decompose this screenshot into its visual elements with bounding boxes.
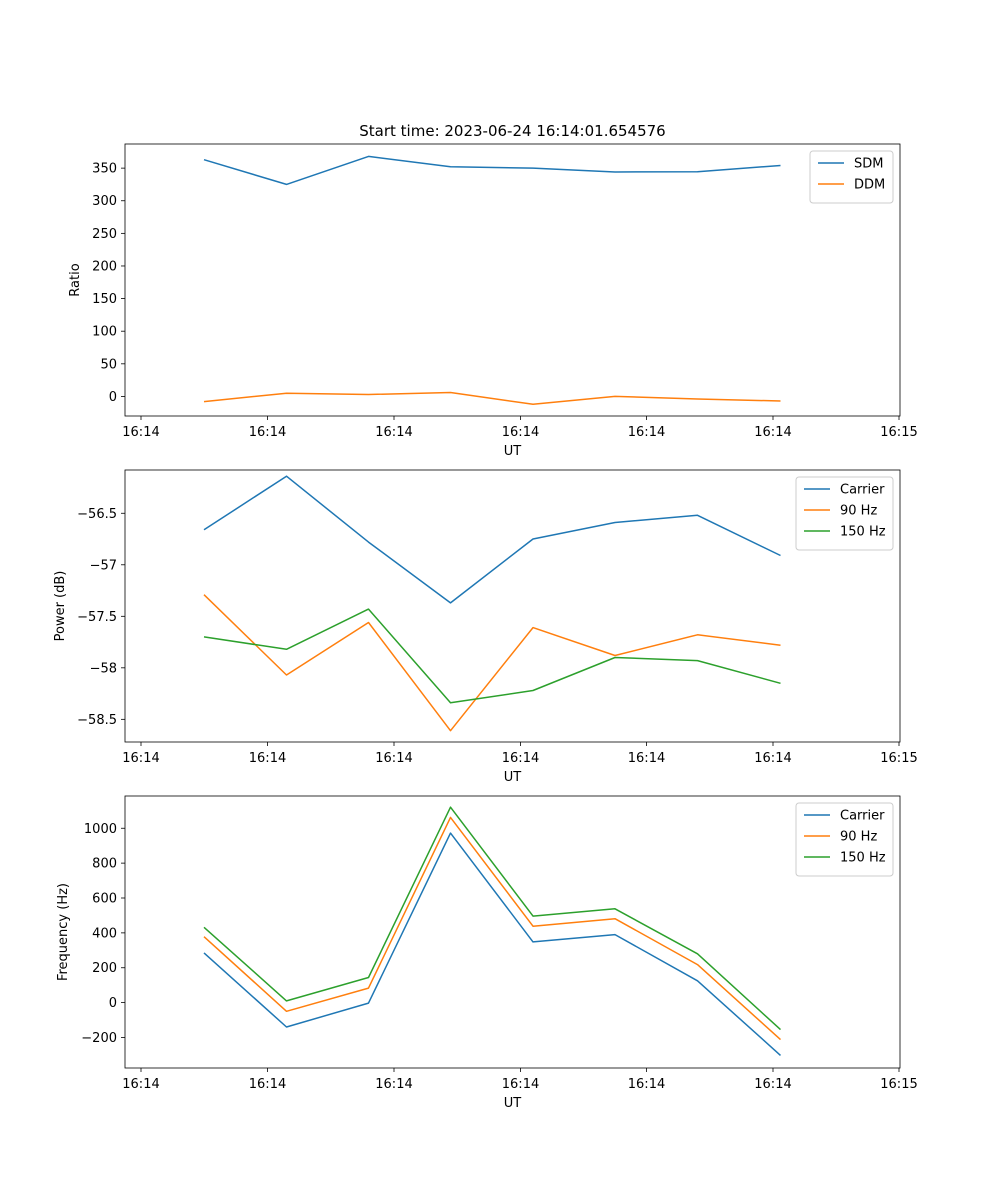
y-tick-label: 600: [92, 892, 117, 907]
series-line-150-hz: [203, 608, 781, 704]
y-tick-label: 800: [92, 857, 117, 872]
chart-panel-3: 16:14 16:14 16:14 16:14 16:14 16:14 16:15 UT −20…: [56, 795, 918, 1111]
y-tick-label: −57: [90, 558, 117, 573]
plot-frame: [124, 795, 901, 1069]
x-tick-label: 16:14: [628, 1077, 665, 1092]
y-tick-label: 1000: [84, 822, 117, 837]
legend-entry: DDM: [854, 178, 885, 193]
legend-entry: 150 Hz: [840, 525, 886, 540]
legend: Carrier 90 Hz 150 Hz: [795, 476, 894, 551]
x-tick-label: 16:14: [375, 425, 412, 440]
y-tick-label: 0: [109, 390, 117, 405]
y-axis-label: Ratio: [68, 263, 83, 296]
chart-panel-1: 16:14 16:14 16:14 16:14 16:14 16:14 16:15 UT 0 50…: [68, 143, 918, 459]
series-line-90-hz: [203, 816, 782, 1041]
legend-entry: Carrier: [840, 809, 885, 824]
y-tick-label: 200: [92, 259, 117, 274]
x-axis-label: UT: [504, 1096, 522, 1111]
legend-entry: 90 Hz: [840, 504, 877, 519]
x-tick-label: 16:14: [249, 425, 286, 440]
x-tick-label: 16:14: [502, 751, 539, 766]
plot-frame: [124, 469, 901, 743]
x-axis-label: UT: [504, 770, 522, 785]
figure-title: Start time: 2023-06-24 16:14:01.654576: [359, 122, 665, 140]
x-axis-label: UT: [504, 444, 522, 459]
y-tick-label: −58.5: [77, 713, 117, 728]
y-tick-label: 350: [92, 162, 117, 177]
legend-entry: 90 Hz: [840, 830, 877, 845]
x-tick-label: 16:14: [122, 751, 159, 766]
legend: SDM DDM: [809, 150, 894, 204]
series-line-ddm: [203, 391, 781, 406]
x-tick-label: 16:15: [880, 751, 917, 766]
legend: Carrier 90 Hz 150 Hz: [795, 802, 894, 877]
x-tick-label: 16:14: [502, 1077, 539, 1092]
legend-entry: Carrier: [840, 483, 885, 498]
series-line-carrier: [203, 832, 782, 1056]
series-line-90-hz: [203, 594, 781, 732]
x-tick-label: 16:14: [375, 1077, 412, 1092]
y-tick-label: 50: [100, 357, 117, 372]
series-line-sdm: [203, 155, 781, 186]
x-tick-label: 16:14: [122, 425, 159, 440]
x-tick-label: 16:14: [754, 425, 791, 440]
y-tick-label: 0: [109, 996, 117, 1011]
series-line-carrier: [203, 475, 781, 604]
y-axis-label: Frequency (Hz): [56, 883, 71, 981]
x-tick-label: 16:14: [249, 1077, 286, 1092]
x-tick-label: 16:14: [249, 751, 286, 766]
y-tick-label: 300: [92, 194, 117, 209]
x-tick-label: 16:15: [880, 1077, 917, 1092]
legend-entry: SDM: [854, 157, 883, 172]
x-tick-label: 16:15: [880, 425, 917, 440]
x-tick-label: 16:14: [628, 425, 665, 440]
series-line-150-hz: [203, 806, 782, 1031]
legend-box: [809, 150, 894, 204]
y-tick-label: −200: [81, 1031, 117, 1046]
y-tick-label: 150: [92, 292, 117, 307]
x-tick-label: 16:14: [502, 425, 539, 440]
y-tick-label: −58: [90, 661, 117, 676]
y-axis-label: Power (dB): [53, 571, 68, 642]
y-tick-label: 250: [92, 227, 117, 242]
x-tick-label: 16:14: [375, 751, 412, 766]
chart-panel-2: 16:14 16:14 16:14 16:14 16:14 16:14 16:15 UT −56…: [53, 469, 918, 785]
legend-entry: 150 Hz: [840, 851, 886, 866]
x-tick-label: 16:14: [628, 751, 665, 766]
y-tick-label: 100: [92, 325, 117, 340]
plot-frame: [124, 143, 901, 417]
x-tick-label: 16:14: [754, 751, 791, 766]
x-tick-label: 16:14: [754, 1077, 791, 1092]
y-tick-label: 200: [92, 961, 117, 976]
y-tick-label: −57.5: [77, 610, 117, 625]
y-tick-label: 400: [92, 926, 117, 941]
x-tick-label: 16:14: [122, 1077, 159, 1092]
y-tick-label: −56.5: [77, 507, 117, 522]
